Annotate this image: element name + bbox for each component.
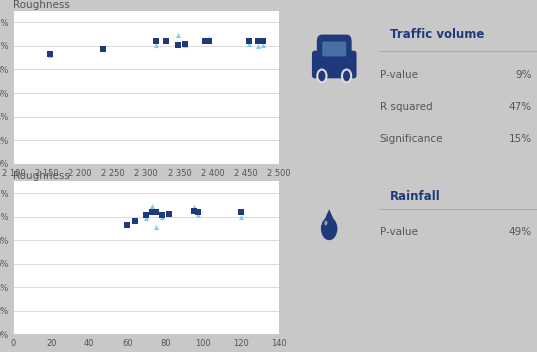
Text: 9%: 9% [516, 70, 532, 80]
Point [162, 37, 171, 43]
Text: Significance: Significance [380, 134, 444, 144]
Point [130, 219, 139, 224]
Text: 47%: 47% [509, 102, 532, 112]
Point [193, 209, 202, 215]
Point [123, 222, 132, 228]
Point [245, 38, 253, 44]
FancyBboxPatch shape [317, 34, 352, 62]
Point [190, 205, 198, 210]
Point [148, 203, 156, 209]
Point [165, 212, 173, 217]
Text: Roughness: Roughness [13, 170, 70, 181]
FancyBboxPatch shape [322, 42, 346, 56]
Point [99, 46, 107, 52]
Point [157, 214, 166, 219]
Text: 49%: 49% [509, 227, 532, 237]
Point [237, 214, 245, 219]
Point [151, 225, 160, 230]
Point [200, 38, 209, 44]
Point [151, 209, 160, 215]
Point [152, 42, 161, 48]
Text: Traffic volume: Traffic volume [390, 28, 484, 41]
Point [148, 209, 156, 215]
X-axis label: Traffic volume (AADT): Traffic volume (AADT) [86, 183, 207, 193]
Point [237, 209, 245, 215]
Point [193, 213, 202, 218]
Point [46, 52, 54, 58]
Point [258, 42, 267, 48]
Circle shape [342, 70, 351, 82]
Text: P-value: P-value [380, 70, 418, 80]
Point [205, 35, 214, 40]
Ellipse shape [324, 221, 328, 225]
Text: P-value: P-value [380, 227, 418, 237]
Point [46, 51, 54, 57]
Point [152, 38, 161, 44]
Point [162, 38, 171, 44]
Legend: Roughness, Predicted Roughness: Roughness, Predicted Roughness [66, 209, 227, 224]
Text: R squared: R squared [380, 102, 432, 112]
Point [253, 43, 262, 49]
Point [190, 208, 198, 214]
Point [174, 42, 183, 48]
Point [157, 213, 166, 218]
Point [245, 41, 253, 46]
Polygon shape [321, 209, 337, 228]
Point [123, 222, 132, 228]
Point [165, 212, 173, 217]
Point [253, 38, 262, 44]
Text: 15%: 15% [509, 134, 532, 144]
Point [200, 36, 209, 42]
FancyBboxPatch shape [312, 51, 357, 78]
Point [142, 215, 150, 221]
Point [180, 42, 189, 48]
Text: Roughness: Roughness [13, 0, 70, 10]
Circle shape [317, 70, 326, 82]
Text: Rainfall: Rainfall [390, 190, 441, 203]
Point [258, 38, 267, 44]
Circle shape [321, 217, 337, 240]
Point [180, 41, 189, 46]
Point [99, 46, 107, 52]
Point [174, 32, 183, 38]
Point [130, 217, 139, 223]
Point [205, 38, 214, 44]
Point [142, 213, 150, 218]
